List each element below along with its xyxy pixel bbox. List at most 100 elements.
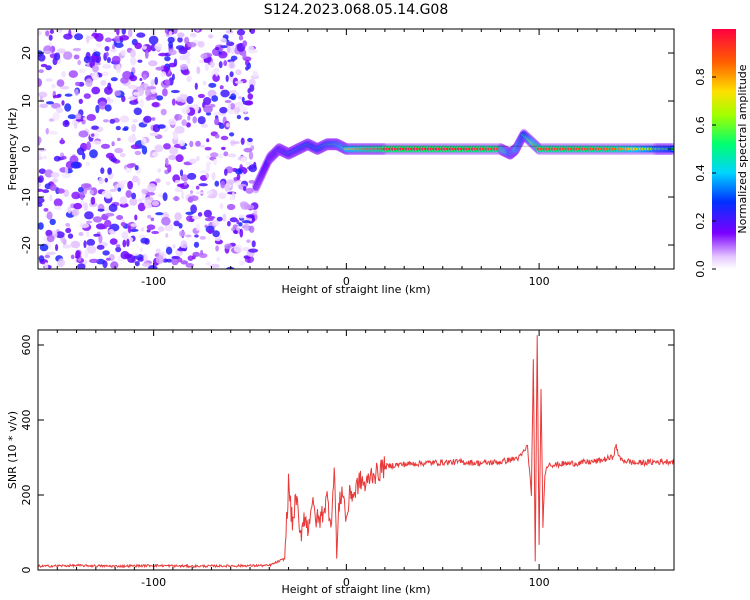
spectrogram-noise-blob bbox=[48, 130, 59, 135]
spectrogram-noise-blob bbox=[89, 132, 100, 139]
spectrogram-noise-blob bbox=[45, 229, 53, 237]
spectrogram-noise-blob bbox=[236, 29, 246, 36]
spectrogram-noise-blob bbox=[98, 177, 104, 185]
spectrogram-noise-blob bbox=[173, 220, 180, 227]
spectrogram-noise-blob bbox=[217, 153, 224, 159]
snr-series-line bbox=[38, 335, 674, 569]
snr-plot: -100 0 100 0 200 400 600 Height of straight li… bbox=[6, 329, 675, 596]
spectrogram-noise-blob bbox=[95, 43, 102, 48]
spectrogram-noise-blob bbox=[127, 96, 137, 100]
spectrogram-noise-blob bbox=[165, 181, 171, 186]
spectrogram-noise-blob bbox=[249, 29, 256, 34]
spectrogram-noise-blob bbox=[74, 33, 84, 41]
spectrogram-noise-blob bbox=[109, 118, 116, 124]
spectrogram-noise-blob bbox=[137, 202, 146, 212]
spectrogram-noise-blob bbox=[61, 100, 65, 106]
spectrogram-noise-blob bbox=[198, 183, 208, 187]
spectrogram-noise-blob bbox=[139, 98, 145, 108]
spectrogram-noise-blob bbox=[105, 207, 109, 214]
spectrogram-noise-blob bbox=[194, 82, 198, 90]
spectrogram-noise-blob bbox=[67, 233, 74, 239]
spectrogram-noise-blob bbox=[104, 104, 112, 112]
spectrogram-noise-blob bbox=[151, 102, 160, 108]
spectrogram-noise-blob bbox=[208, 34, 214, 39]
spectrogram-noise-blob bbox=[140, 237, 149, 244]
spectrogram-noise-blob bbox=[163, 143, 171, 150]
spectrogram-noise-blob bbox=[176, 183, 185, 188]
spectrogram-noise-blob bbox=[247, 93, 254, 100]
spectrogram-noise-blob bbox=[151, 200, 160, 206]
spectrogram-noise-blob bbox=[38, 53, 46, 62]
spectrogram-noise-blob bbox=[114, 147, 124, 154]
spectrogram-noise-blob bbox=[169, 146, 179, 155]
spectrogram-noise-blob bbox=[119, 115, 130, 123]
spectrogram-noise-blob bbox=[91, 140, 102, 145]
spectrogram-noise-blob bbox=[52, 94, 62, 99]
spectrogram-noise-blob bbox=[102, 250, 110, 256]
spectrogram-noise-blob bbox=[215, 46, 220, 51]
spectrogram-noise-blob bbox=[178, 47, 188, 55]
spectrogram-noise-blob bbox=[111, 141, 115, 147]
spectrogram-noise-blob bbox=[194, 234, 199, 238]
spectrogram-noise-blob bbox=[190, 190, 193, 194]
spectrogram-noise-blob bbox=[251, 240, 256, 248]
spectrogram-noise-blob bbox=[174, 113, 183, 121]
spectrogram-noise-blob bbox=[38, 69, 44, 73]
spectrogram-noise-blob bbox=[243, 185, 247, 192]
spectrogram-noise-blob bbox=[247, 88, 251, 94]
spectrogram-noise-blob bbox=[134, 42, 142, 50]
spectrogram-noise-blob bbox=[180, 260, 188, 265]
spectrogram-noise-blob bbox=[224, 168, 228, 176]
spectrogram-noise-blob bbox=[62, 244, 72, 249]
spectrogram-noise-blob bbox=[226, 179, 235, 185]
spectrogram-noise-blob bbox=[105, 257, 111, 261]
spectrogram-noise-blob bbox=[75, 250, 81, 259]
spectrogram-noise-blob bbox=[38, 202, 43, 207]
spectrogram-noise-blob bbox=[131, 252, 140, 256]
spectrogram-noise-blob bbox=[77, 263, 86, 269]
spectrogram-noise-blob bbox=[51, 178, 59, 183]
spectrogram-noise-blob bbox=[192, 251, 200, 257]
spectrogram-noise-blob bbox=[147, 183, 157, 193]
spectrogram-noise-blob bbox=[121, 29, 126, 35]
spectrogram-noise-blob bbox=[54, 205, 62, 211]
spectrogram-noise-blob bbox=[170, 89, 180, 94]
spectrogram-noise-blob bbox=[238, 35, 244, 41]
spectrogram-noise-blob bbox=[229, 71, 234, 78]
spectrogram-noise-blob bbox=[46, 251, 56, 255]
spectrogram-noise-blob bbox=[75, 81, 81, 86]
spectrogram-noise-blob bbox=[224, 184, 230, 192]
spectrogram-noise-blob bbox=[91, 133, 95, 137]
spectrogram-noise-blob bbox=[39, 103, 49, 109]
spectrogram-noise-blob bbox=[38, 255, 45, 263]
spectrogram-noise-blob bbox=[187, 172, 197, 180]
spectrogram-y-axis-title: Frequency (Hz) bbox=[6, 108, 19, 191]
spectrogram-noise-blob bbox=[115, 244, 121, 248]
spectrogram-noise-blob bbox=[97, 72, 103, 78]
spectrogram-noise-blob bbox=[193, 241, 200, 248]
spectrogram-noise-blob bbox=[93, 233, 101, 237]
spectrogram-noise-blob bbox=[164, 79, 171, 86]
spectrogram-noise-blob bbox=[181, 107, 191, 114]
spectrogram-noise-blob bbox=[243, 147, 253, 153]
spectrogram-noise-blob bbox=[207, 194, 217, 199]
spectrogram-noise-blob bbox=[195, 223, 200, 231]
spectrogram-noise-blob bbox=[212, 73, 220, 82]
spectrogram-noise-blob bbox=[74, 122, 78, 129]
spectrogram-noise-blob bbox=[46, 211, 53, 220]
spectrogram-noise-blob bbox=[196, 66, 201, 75]
spectrogram-noise-blob bbox=[141, 137, 147, 146]
spectrogram-noise-blob bbox=[215, 69, 219, 77]
spectrogram-noise-blob bbox=[55, 244, 59, 251]
spectrogram-noise-blob bbox=[166, 258, 173, 263]
spectrogram-noise-blob bbox=[220, 45, 229, 49]
spectrogram-noise-blob bbox=[230, 55, 238, 61]
spectrogram-noise-blob bbox=[110, 157, 118, 163]
spectrogram-noise-blob bbox=[49, 29, 55, 34]
spectrogram-noise-blob bbox=[38, 155, 44, 161]
spectrogram-noise-blob bbox=[181, 191, 185, 200]
spectrogram-noise-blob bbox=[152, 151, 159, 158]
spectrogram-noise-blob bbox=[91, 86, 101, 95]
spectrogram-noise-blob bbox=[205, 261, 212, 266]
spectrogram-noise-blob bbox=[122, 239, 127, 248]
